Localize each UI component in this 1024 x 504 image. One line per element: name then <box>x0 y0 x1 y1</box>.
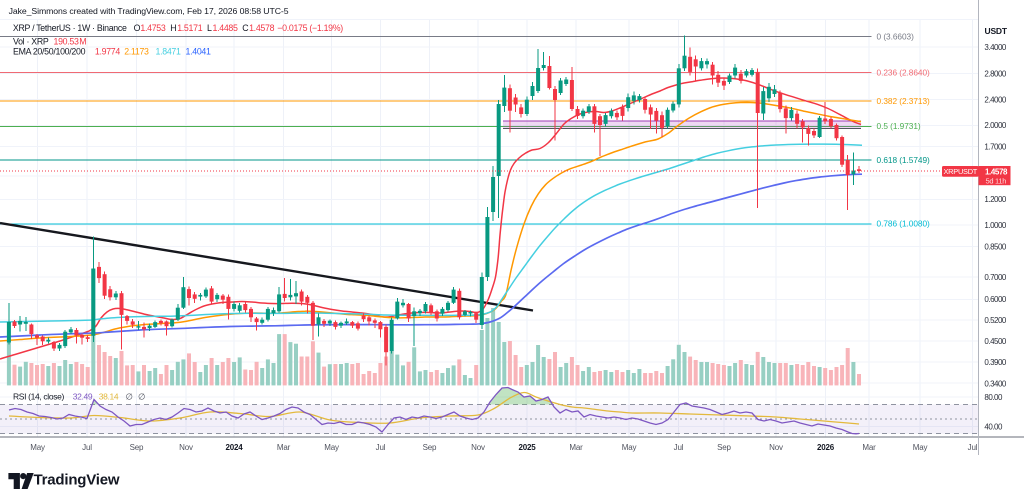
svg-text:38.14: 38.14 <box>99 391 119 401</box>
svg-text:3.4000: 3.4000 <box>984 43 1007 52</box>
svg-text:May: May <box>913 443 928 452</box>
svg-text:0.3900: 0.3900 <box>984 358 1007 367</box>
svg-text:XRP / TetherUS · 1W · Binance: XRP / TetherUS · 1W · Binance <box>13 23 127 33</box>
svg-text:H: H <box>170 23 176 33</box>
svg-text:Jul: Jul <box>674 443 684 452</box>
svg-text:Nov: Nov <box>471 443 485 452</box>
svg-text:M: M <box>79 36 86 46</box>
svg-text:Sep: Sep <box>423 443 437 452</box>
svg-text:2026: 2026 <box>817 443 835 452</box>
svg-text:0.5200: 0.5200 <box>984 316 1007 325</box>
svg-text:EMA 20/50/100/200: EMA 20/50/100/200 <box>13 46 86 56</box>
svg-text:1.4753: 1.4753 <box>140 23 166 33</box>
svg-text:5d 11h: 5d 11h <box>986 177 1007 186</box>
svg-text:Sep: Sep <box>717 443 731 452</box>
svg-text:L: L <box>207 23 212 33</box>
svg-text:32.49: 32.49 <box>73 391 93 401</box>
svg-text:XRPUSDT: XRPUSDT <box>944 167 978 176</box>
svg-text:TradingView: TradingView <box>34 472 120 489</box>
svg-text:0 (3.6603): 0 (3.6603) <box>877 31 915 41</box>
svg-text:0.618 (1.5749): 0.618 (1.5749) <box>877 155 931 165</box>
svg-text:2.1173: 2.1173 <box>124 46 149 56</box>
svg-text:1.0000: 1.0000 <box>984 221 1007 230</box>
svg-text:C: C <box>242 23 249 33</box>
svg-text:−0.0175 (−1.19%): −0.0175 (−1.19%) <box>277 23 343 33</box>
svg-text:May: May <box>30 443 45 452</box>
svg-text:1.9774: 1.9774 <box>95 46 121 56</box>
svg-text:0.3400: 0.3400 <box>984 380 1007 389</box>
svg-text:80.00: 80.00 <box>984 393 1003 402</box>
svg-text:2.0000: 2.0000 <box>984 121 1007 130</box>
svg-text:Jul: Jul <box>968 443 978 452</box>
svg-text:0.4500: 0.4500 <box>984 337 1007 346</box>
svg-text:Jul: Jul <box>376 443 386 452</box>
svg-text:0.382 (2.3713): 0.382 (2.3713) <box>877 96 931 106</box>
svg-text:USDT: USDT <box>985 26 1008 36</box>
svg-text:O: O <box>134 23 141 33</box>
svg-text:2.4000: 2.4000 <box>984 95 1007 104</box>
svg-text:0.236 (2.8640): 0.236 (2.8640) <box>877 67 931 77</box>
svg-text:1.4041: 1.4041 <box>186 46 212 56</box>
svg-text:0.7000: 0.7000 <box>984 273 1007 282</box>
svg-text:2024: 2024 <box>226 443 244 452</box>
svg-text:1.5171: 1.5171 <box>177 23 203 33</box>
svg-text:2025: 2025 <box>519 443 537 452</box>
svg-text:190.53: 190.53 <box>54 36 80 46</box>
svg-text:Mar: Mar <box>862 443 876 452</box>
svg-text:1.8471: 1.8471 <box>156 46 182 56</box>
svg-text:0.6000: 0.6000 <box>984 295 1007 304</box>
svg-text:0.786 (1.0080): 0.786 (1.0080) <box>877 219 931 229</box>
svg-text:RSI (14, close): RSI (14, close) <box>13 391 64 401</box>
svg-text:Jake_Simmons created with Trad: Jake_Simmons created with TradingView.co… <box>9 6 289 16</box>
svg-text:1.4578: 1.4578 <box>985 167 1008 176</box>
svg-text:May: May <box>324 443 339 452</box>
svg-text:Vol · XRP: Vol · XRP <box>13 36 49 46</box>
svg-text:Mar: Mar <box>277 443 291 452</box>
svg-text:2.8000: 2.8000 <box>984 69 1007 78</box>
svg-text:1.4578: 1.4578 <box>249 23 275 33</box>
svg-text:1.7000: 1.7000 <box>984 142 1007 151</box>
svg-text:∅: ∅ <box>138 392 146 402</box>
svg-text:Sep: Sep <box>130 443 144 452</box>
svg-text:0.5 (1.9731): 0.5 (1.9731) <box>877 121 921 131</box>
svg-text:1.4485: 1.4485 <box>213 23 239 33</box>
svg-text:0.8500: 0.8500 <box>984 242 1007 251</box>
svg-text:40.00: 40.00 <box>984 422 1003 431</box>
svg-text:May: May <box>622 443 637 452</box>
svg-text:∅: ∅ <box>126 392 134 402</box>
svg-text:Mar: Mar <box>569 443 583 452</box>
svg-text:1.2000: 1.2000 <box>984 195 1007 204</box>
svg-text:Jul: Jul <box>82 443 92 452</box>
svg-text:Nov: Nov <box>179 443 193 452</box>
svg-text:Nov: Nov <box>769 443 783 452</box>
